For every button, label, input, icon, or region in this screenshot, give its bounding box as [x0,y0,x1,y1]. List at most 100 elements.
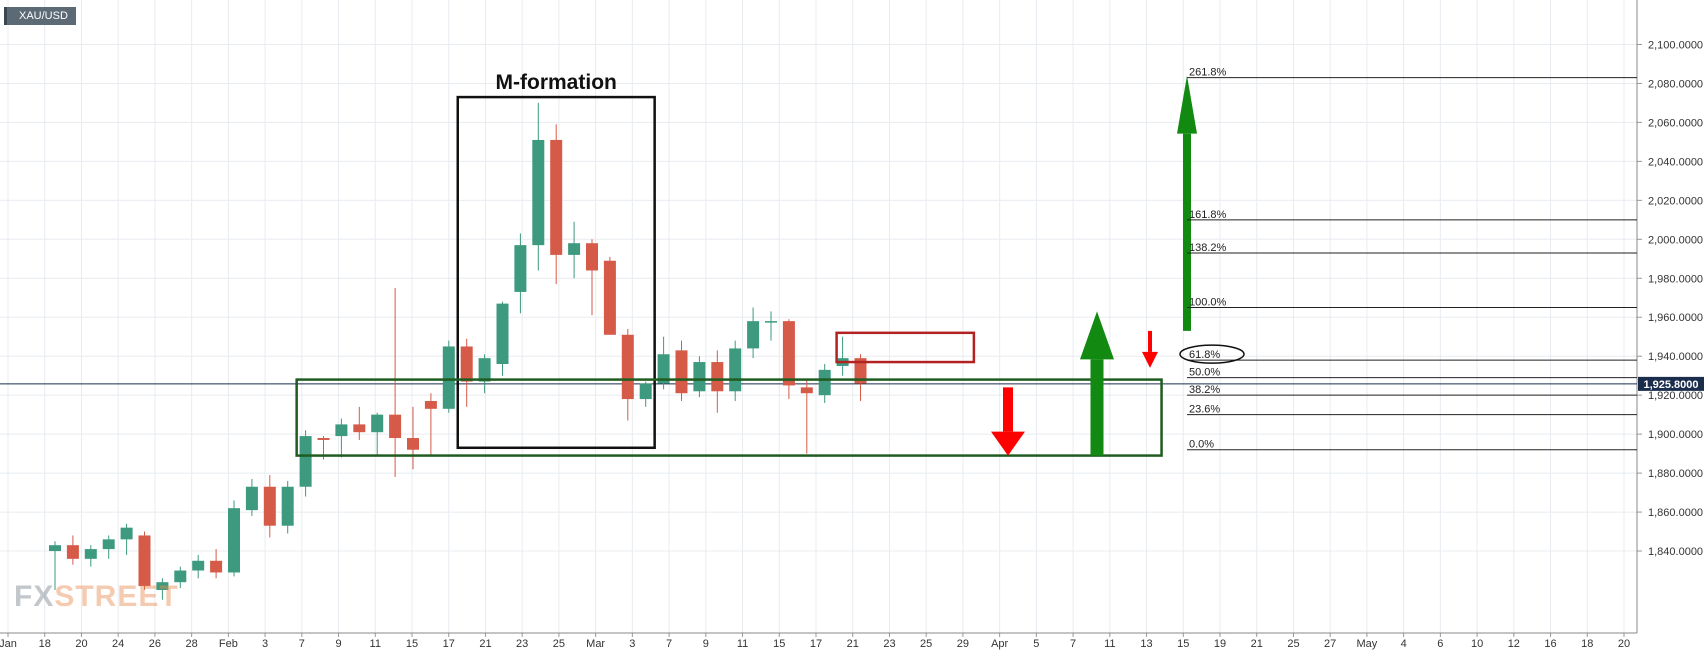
x-tick-label: 11 [1104,638,1115,650]
price-tag-bg [1638,376,1704,391]
x-tick-label: 21 [479,638,491,650]
candle-body [621,334,634,400]
x-tick-label: 15 [773,638,785,650]
candle-body [263,486,276,526]
candle-body [120,527,133,540]
y-tick-label: 1,980.0000 [1648,273,1703,285]
x-tick-label: Apr [991,638,1008,650]
y-tick-label: 1,860.0000 [1648,507,1703,519]
candle-body [496,303,509,364]
y-tick-label: 1,880.0000 [1648,468,1703,480]
x-tick-label: 23 [883,638,895,650]
fib-label: 23.6% [1189,404,1220,416]
x-tick-label: May [1357,638,1378,650]
bearish-arrow-head [991,431,1025,456]
fxstreet-watermark: FXSTREET [14,580,179,614]
candle-body [424,401,437,409]
fib-label: 38.2% [1189,384,1220,396]
x-tick-label: 20 [75,638,87,650]
x-tick-label: Feb [219,638,238,650]
candle-body [568,243,581,255]
x-tick-label: 17 [443,638,455,650]
candle-body [389,414,402,439]
candle-body [66,545,79,559]
small-bearish-arrow [1142,330,1158,368]
symbol-badge[interactable]: XAU/USD [4,7,76,25]
candle-body [550,139,563,255]
x-tick-label: 25 [1287,638,1299,650]
x-tick-label: 9 [335,638,341,650]
fib-618-highlight [1179,344,1245,364]
fib-label: 261.8% [1189,67,1227,79]
bullish-arrow [1080,311,1114,456]
fib-extension-arrow-shaft [1183,133,1191,331]
candle-body [138,535,151,587]
candle-body [102,539,115,550]
price-tag-text: 1,925.8000 [1643,379,1698,391]
x-tick-label: 5 [1033,638,1039,650]
y-tick-label: 2,080.0000 [1648,78,1703,90]
candle-body [192,560,205,571]
support-range-box [295,378,1163,457]
x-tick-label: 24 [112,638,124,650]
x-tick-label: 7 [1070,638,1076,650]
x-tick-label: Mar [586,638,605,650]
y-tick-label: 1,920.0000 [1648,390,1703,402]
candle-body [353,424,366,433]
x-tick-label: 12 [1508,638,1520,650]
fib-label: 138.2% [1189,242,1227,254]
x-tick-label: 18 [1581,638,1593,650]
x-tick-label: 27 [1324,638,1336,650]
y-tick-label: 2,060.0000 [1648,117,1703,129]
current-price-tag: 1,925.8000 [1638,376,1704,391]
x-tick-label: 15 [1177,638,1189,650]
x-tick-label: 23 [516,638,528,650]
x-tick-label: 9 [703,638,709,650]
bearish-arrow-shaft [1003,387,1013,432]
x-tick-label: 11 [737,638,748,650]
candle-body [317,438,330,440]
candle-body [442,346,455,409]
y-tick-label: 1,900.0000 [1648,429,1703,441]
candle-body [675,350,688,394]
chart-title: M-formation [496,71,617,94]
candle-body [299,436,312,487]
x-tick-label: 21 [1251,638,1263,650]
y-tick-label: 2,040.0000 [1648,156,1703,168]
x-tick-label: 28 [186,638,198,650]
bullish-arrow-shaft [1090,359,1104,456]
fib-label: 0.0% [1189,439,1214,451]
candle-body [800,387,813,394]
x-tick-label: 17 [810,638,822,650]
candle-body [657,354,670,384]
x-tick-label: 26 [149,638,161,650]
x-tick-label: 16 [1544,638,1556,650]
x-tick-label: 21 [847,638,859,650]
candle-body [245,486,258,511]
x-tick-label: 3 [629,638,635,650]
candles [49,102,867,600]
x-tick-label: Jan [0,638,17,650]
candle-body [603,260,616,335]
candle-body [49,545,61,552]
candle-body [711,362,724,392]
fib-label: 161.8% [1189,209,1227,221]
x-tick-label: 29 [957,638,969,650]
x-tick-label: 7 [299,638,305,650]
candle-body [765,321,777,323]
small-bearish-arrow-shaft [1148,330,1152,352]
x-tick-label: 19 [1214,638,1226,650]
candle-body [514,245,527,292]
candle-body [532,139,545,246]
candle-body [693,362,706,392]
candle-body [156,582,169,590]
x-tick-label: 11 [370,638,381,650]
bullish-arrow-head [1080,311,1114,360]
fib-label: 50.0% [1189,367,1220,379]
small-bearish-arrow-head [1142,351,1158,368]
fib-extension-arrow-head [1177,75,1197,134]
fib-label: 100.0% [1189,297,1227,309]
resistance-box [835,331,976,364]
